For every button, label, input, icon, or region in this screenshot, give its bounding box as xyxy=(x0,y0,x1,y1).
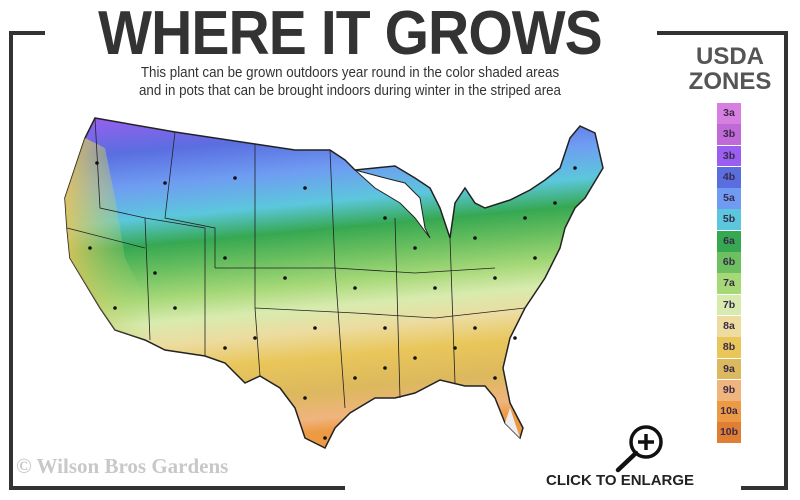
city-dot xyxy=(473,326,477,330)
zone-swatch-13: 9b xyxy=(717,379,741,401)
zone-swatch-9: 7b xyxy=(717,294,741,316)
city-dot xyxy=(88,246,92,250)
usda-zone-map[interactable] xyxy=(55,108,615,458)
city-dot xyxy=(473,236,477,240)
zone-swatch-4: 5a xyxy=(717,188,741,209)
city-dot xyxy=(523,216,527,220)
city-dot xyxy=(253,336,257,340)
city-dot xyxy=(233,176,237,180)
zone-swatch-12: 9a xyxy=(717,358,741,380)
city-dots xyxy=(88,161,577,440)
zoom-in-magnifier-icon xyxy=(615,425,663,473)
frame-bottom-left xyxy=(9,486,345,490)
city-dot xyxy=(95,161,99,165)
city-dot xyxy=(353,376,357,380)
click-to-enlarge-button[interactable]: CLICK TO ENLARGE xyxy=(540,418,740,494)
legend-title: USDA ZONES xyxy=(680,44,780,94)
frame-top-left xyxy=(9,31,45,35)
city-dot xyxy=(553,201,557,205)
zone-swatch-1: 3b xyxy=(717,124,741,146)
legend-title-line-2: ZONES xyxy=(688,68,772,95)
zone-swatch-6: 6a xyxy=(717,230,741,252)
city-dot xyxy=(173,306,177,310)
state-borders xyxy=(66,117,526,409)
subtitle-line-1: This plant can be grown outdoors year ro… xyxy=(140,65,560,81)
city-dot xyxy=(223,256,227,260)
city-dot xyxy=(303,186,307,190)
zone-swatch-15: 10b xyxy=(717,422,741,444)
city-dot xyxy=(513,336,517,340)
city-dot xyxy=(313,326,317,330)
city-dot xyxy=(433,286,437,290)
city-dot xyxy=(493,376,497,380)
city-dot xyxy=(573,166,577,170)
city-dot xyxy=(383,216,387,220)
click-to-enlarge-label: CLICK TO ENLARGE xyxy=(546,472,695,489)
frame-left xyxy=(9,31,13,490)
copyright-watermark: © Wilson Bros Gardens xyxy=(16,454,229,478)
west-warm-region xyxy=(65,138,150,340)
city-dot xyxy=(153,271,157,275)
florida-tip xyxy=(505,408,520,438)
zone-swatch-5: 5b xyxy=(717,209,741,231)
city-dot xyxy=(383,326,387,330)
city-dot xyxy=(283,276,287,280)
page-title: WHERE IT GROWS xyxy=(98,0,603,68)
city-dot xyxy=(353,286,357,290)
city-dot xyxy=(303,396,307,400)
city-dot xyxy=(163,181,167,185)
city-dot xyxy=(323,436,327,440)
zone-legend: 3a 3b 3b 4b 5a 5b 6a 6b 7a 7b 8a 8b 9a 9b 10a 10b xyxy=(717,103,741,444)
city-dot xyxy=(413,356,417,360)
city-dot xyxy=(453,346,457,350)
city-dot xyxy=(383,366,387,370)
zone-swatch-0: 3a xyxy=(717,103,741,124)
zone-swatch-10: 8a xyxy=(717,315,741,337)
zone-swatch-7: 6b xyxy=(717,252,741,273)
zone-swatch-2: 3b xyxy=(717,145,741,167)
zone-swatch-8: 7a xyxy=(717,273,741,295)
legend-title-line-1: USDA xyxy=(695,43,764,70)
city-dot xyxy=(113,306,117,310)
city-dot xyxy=(413,246,417,250)
zone-swatch-11: 8b xyxy=(717,337,741,359)
subtitle-line-2: and in pots that can be brought indoors … xyxy=(139,83,561,99)
zone-swatch-14: 10a xyxy=(717,401,741,422)
frame-right xyxy=(784,31,788,490)
city-dot xyxy=(533,256,537,260)
frame-bottom-right xyxy=(741,486,788,490)
subtitle: This plant can be grown outdoors year ro… xyxy=(65,64,635,100)
great-lakes xyxy=(354,169,431,239)
city-dot xyxy=(223,346,227,350)
zone-swatch-3: 4b xyxy=(717,166,741,188)
us-outline xyxy=(64,117,604,450)
frame-top-right xyxy=(657,31,788,35)
city-dot xyxy=(493,276,497,280)
